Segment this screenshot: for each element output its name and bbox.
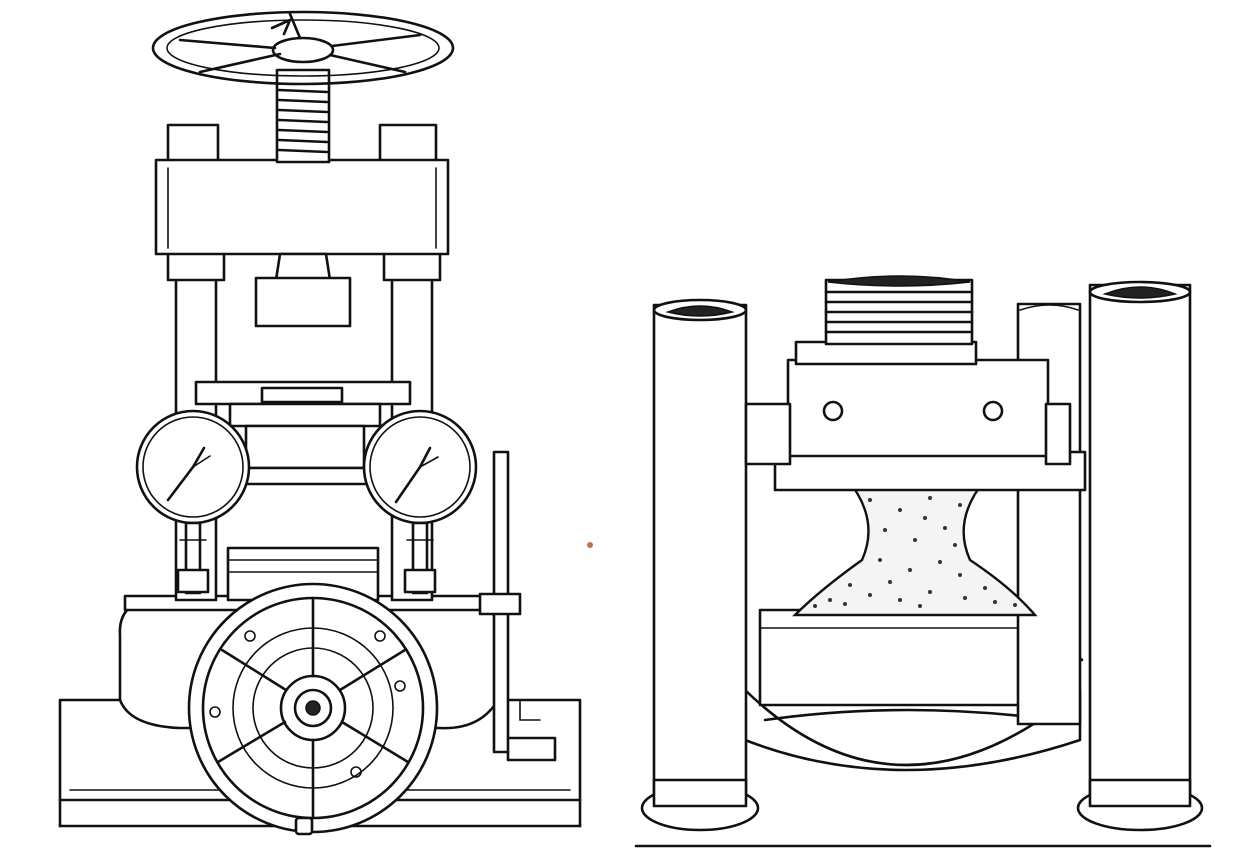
top-crosshead — [154, 158, 450, 256]
upper-platen — [254, 252, 352, 328]
stray-dot — [587, 542, 593, 548]
lower-table — [194, 380, 412, 486]
top-handwheel — [151, 10, 455, 86]
threaded-screw — [824, 275, 974, 346]
lower-platen — [758, 608, 1084, 707]
left-dial-gauge — [135, 409, 251, 595]
right-panel-specimen-closeup — [634, 275, 1212, 848]
left-panel-press-machine — [58, 10, 582, 836]
front-handwheel — [187, 582, 439, 836]
lever-arm — [478, 450, 557, 762]
right-column — [1076, 280, 1204, 832]
right-dial-gauge — [362, 409, 478, 595]
compressed-specimen — [792, 478, 1038, 617]
left-column — [640, 298, 760, 832]
upper-block — [744, 340, 1087, 492]
top-screw — [275, 68, 331, 164]
